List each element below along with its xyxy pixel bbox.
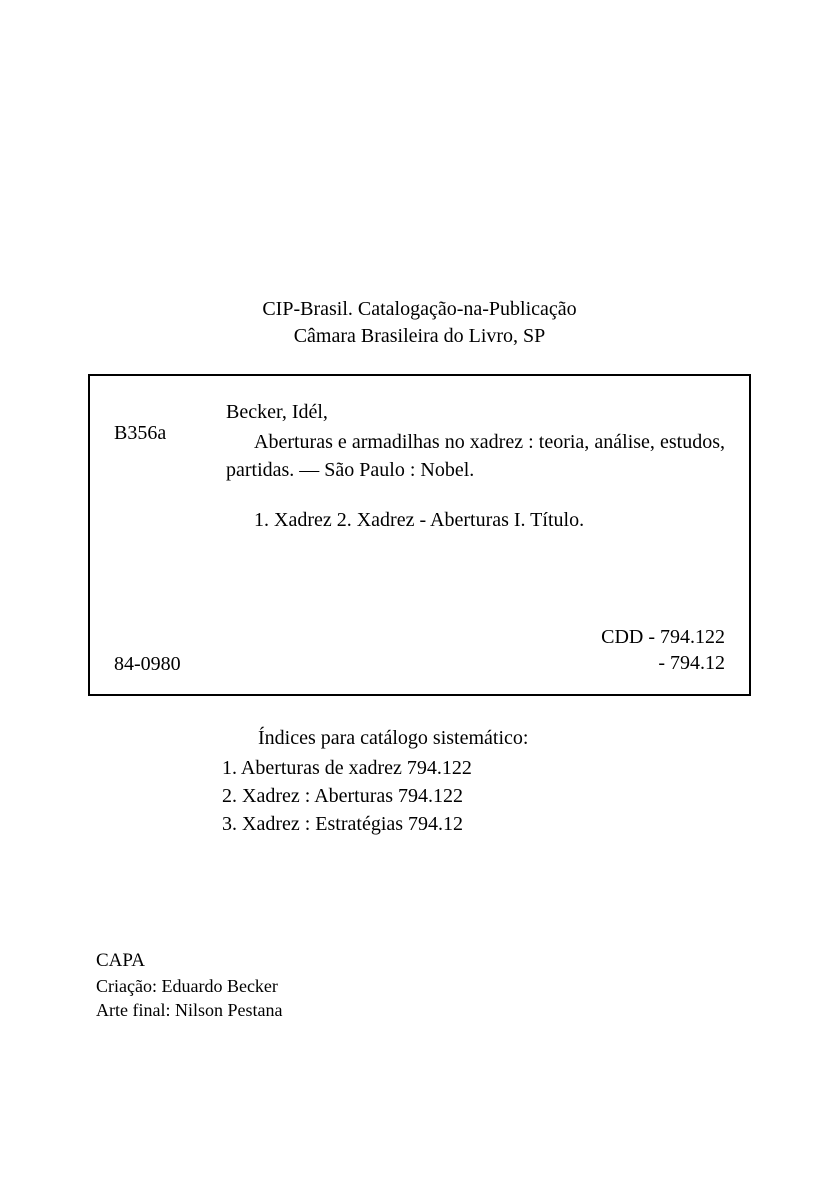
page-content: CIP-Brasil. Catalogação-na-Publicação Câ… bbox=[0, 296, 839, 1022]
indices-item: 2. Xadrez : Aberturas 794.122 bbox=[218, 782, 751, 810]
cdd-line1: CDD - 794.122 bbox=[601, 624, 725, 650]
capa-title: CAPA bbox=[96, 948, 751, 974]
indices-item: 1. Aberturas de xadrez 794.122 bbox=[218, 754, 751, 782]
catalog-body: Becker, Idél, Aberturas e armadilhas no … bbox=[226, 398, 725, 534]
cip-header: CIP-Brasil. Catalogação-na-Publicação Câ… bbox=[88, 296, 751, 350]
catalog-subjects: 1. Xadrez 2. Xadrez - Aberturas I. Títul… bbox=[226, 506, 725, 534]
cdd-line2: - 794.12 bbox=[601, 650, 725, 676]
catalog-card: B356a Becker, Idél, Aberturas e armadilh… bbox=[88, 374, 751, 696]
catalog-bottom-row: 84-0980 CDD - 794.122 - 794.12 bbox=[114, 624, 725, 676]
catalog-record-number: 84-0980 bbox=[114, 653, 181, 676]
capa-arte-final: Arte final: Nilson Pestana bbox=[96, 998, 751, 1022]
catalog-title-line: Aberturas e armadilhas no xadrez : teori… bbox=[226, 428, 725, 484]
indices-title: Índices para catálogo sistemático: bbox=[218, 724, 751, 752]
indices-list: 1. Aberturas de xadrez 794.122 2. Xadrez… bbox=[218, 754, 751, 838]
cip-header-line2: Câmara Brasileira do Livro, SP bbox=[88, 323, 751, 350]
catalog-code: B356a bbox=[114, 398, 198, 534]
cip-header-line1: CIP-Brasil. Catalogação-na-Publicação bbox=[88, 296, 751, 323]
cdd-block: CDD - 794.122 - 794.12 bbox=[601, 624, 725, 676]
capa-criacao: Criação: Eduardo Becker bbox=[96, 974, 751, 998]
indices-block: Índices para catálogo sistemático: 1. Ab… bbox=[88, 724, 751, 838]
catalog-entry-row: B356a Becker, Idél, Aberturas e armadilh… bbox=[114, 398, 725, 534]
catalog-author: Becker, Idél, bbox=[226, 398, 725, 426]
capa-block: CAPA Criação: Eduardo Becker Arte final:… bbox=[88, 948, 751, 1022]
indices-item: 3. Xadrez : Estratégias 794.12 bbox=[218, 810, 751, 838]
